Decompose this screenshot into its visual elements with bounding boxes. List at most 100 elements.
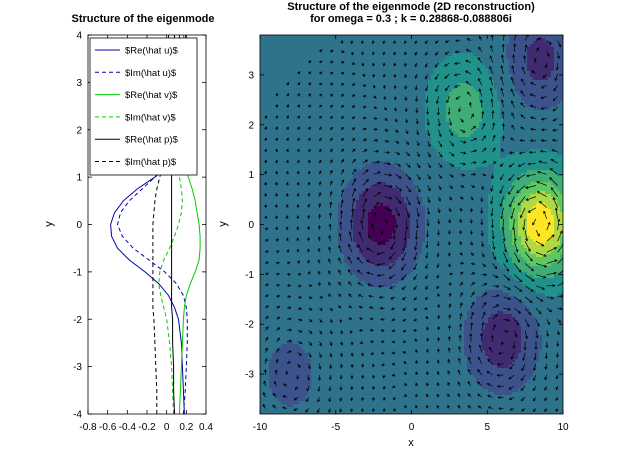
heatmap-cell bbox=[335, 86, 339, 90]
heatmap-cell bbox=[482, 95, 486, 99]
heatmap-cell bbox=[416, 86, 420, 90]
heatmap-cell bbox=[539, 134, 543, 138]
heatmap-cell bbox=[266, 146, 270, 150]
heatmap-cell bbox=[341, 35, 345, 39]
heatmap-cell bbox=[440, 179, 444, 183]
heatmap-cell bbox=[473, 164, 477, 168]
heatmap-cell bbox=[437, 125, 441, 129]
heatmap-cell bbox=[386, 38, 390, 42]
heatmap-cell bbox=[473, 101, 477, 105]
heatmap-cell bbox=[431, 59, 435, 63]
heatmap-cell bbox=[392, 47, 396, 51]
heatmap-cell bbox=[293, 86, 297, 90]
heatmap-cell bbox=[308, 155, 312, 159]
heatmap-cell bbox=[518, 44, 522, 48]
heatmap-cell bbox=[266, 110, 270, 114]
heatmap-cell bbox=[464, 47, 468, 51]
heatmap-cell bbox=[263, 158, 267, 162]
heatmap-cell bbox=[338, 74, 342, 78]
heatmap-cell bbox=[536, 50, 540, 54]
heatmap-cell bbox=[359, 146, 363, 150]
heatmap-cell bbox=[272, 92, 276, 96]
heatmap-cell bbox=[482, 59, 486, 63]
heatmap-cell bbox=[311, 164, 315, 168]
heatmap-cell bbox=[371, 35, 375, 39]
heatmap-cell bbox=[368, 134, 372, 138]
heatmap-cell bbox=[323, 77, 327, 81]
heatmap-cell bbox=[365, 110, 369, 114]
heatmap-cell bbox=[260, 71, 264, 75]
heatmap-cell bbox=[362, 152, 366, 156]
heatmap-cell bbox=[446, 110, 450, 114]
heatmap-cell bbox=[443, 128, 447, 132]
heatmap-cell bbox=[464, 122, 468, 126]
heatmap-cell bbox=[344, 170, 348, 174]
heatmap-cell bbox=[515, 74, 519, 78]
heatmap-cell bbox=[296, 143, 300, 147]
heatmap-cell bbox=[509, 77, 513, 81]
heatmap-cell bbox=[455, 173, 459, 177]
heatmap-cell bbox=[404, 134, 408, 138]
heatmap-cell bbox=[431, 53, 435, 57]
heatmap-cell bbox=[491, 86, 495, 90]
heatmap-cell bbox=[443, 173, 447, 177]
heatmap-cell bbox=[425, 155, 429, 159]
heatmap-cell bbox=[452, 95, 456, 99]
heatmap-cell bbox=[503, 95, 507, 99]
heatmap-cell bbox=[317, 68, 321, 72]
heatmap-cell bbox=[320, 104, 324, 108]
heatmap-cell bbox=[530, 86, 534, 90]
heatmap-cell bbox=[356, 146, 360, 150]
heatmap-cell bbox=[362, 146, 366, 150]
heatmap-cell bbox=[287, 179, 291, 183]
heatmap-cell bbox=[269, 161, 273, 165]
heatmap-cell bbox=[545, 149, 549, 153]
heatmap-cell bbox=[410, 89, 414, 93]
heatmap-cell bbox=[368, 140, 372, 144]
heatmap-cell bbox=[461, 80, 465, 84]
heatmap-cell bbox=[356, 95, 360, 99]
heatmap-cell bbox=[488, 98, 492, 102]
heatmap-cell bbox=[368, 74, 372, 78]
heatmap-cell bbox=[278, 101, 282, 105]
heatmap-cell bbox=[428, 149, 432, 153]
heatmap-cell bbox=[266, 47, 270, 51]
heatmap-cell bbox=[407, 128, 411, 132]
heatmap-cell bbox=[533, 137, 537, 141]
heatmap-cell bbox=[392, 35, 396, 39]
heatmap-cell bbox=[368, 92, 372, 96]
heatmap-cell bbox=[374, 170, 378, 174]
heatmap-cell bbox=[281, 158, 285, 162]
heatmap-cell bbox=[287, 74, 291, 78]
heatmap-cell bbox=[305, 56, 309, 60]
heatmap-cell bbox=[485, 77, 489, 81]
heatmap-cell bbox=[536, 80, 540, 84]
heatmap-cell bbox=[479, 50, 483, 54]
heatmap-cell bbox=[446, 128, 450, 132]
heatmap-cell bbox=[425, 140, 429, 144]
heatmap-cell bbox=[344, 101, 348, 105]
heatmap-cell bbox=[311, 41, 315, 45]
heatmap-cell bbox=[392, 86, 396, 90]
heatmap-cell bbox=[446, 173, 450, 177]
heatmap-cell bbox=[419, 56, 423, 60]
heatmap-cell bbox=[362, 116, 366, 120]
heatmap-cell bbox=[560, 68, 563, 72]
heatmap-cell bbox=[401, 35, 405, 39]
heatmap-cell bbox=[455, 101, 459, 105]
heatmap-cell bbox=[491, 98, 495, 102]
heatmap-cell bbox=[515, 134, 519, 138]
heatmap-cell bbox=[461, 101, 465, 105]
heatmap-cell bbox=[527, 167, 531, 171]
heatmap-cell bbox=[347, 56, 351, 60]
heatmap-cell bbox=[416, 83, 420, 87]
heatmap-cell bbox=[398, 50, 402, 54]
heatmap-cell bbox=[383, 77, 387, 81]
heatmap-cell bbox=[455, 137, 459, 141]
heatmap-cell bbox=[464, 119, 468, 123]
heatmap-cell bbox=[329, 143, 333, 147]
heatmap-cell bbox=[374, 53, 378, 57]
heatmap-cell bbox=[404, 65, 408, 69]
heatmap-cell bbox=[449, 113, 453, 117]
heatmap-cell bbox=[332, 92, 336, 96]
